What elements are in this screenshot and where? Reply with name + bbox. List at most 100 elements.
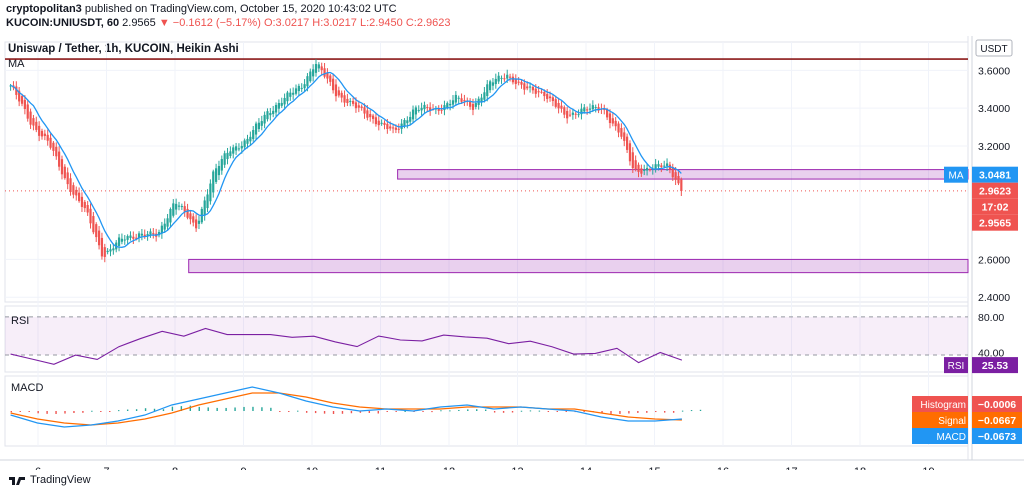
macd-hist-bar <box>440 410 442 412</box>
candle-body <box>603 109 606 111</box>
candle-body <box>272 110 275 115</box>
candle-body <box>197 220 201 224</box>
candle-body <box>394 127 398 130</box>
candle-body <box>494 78 497 85</box>
candle-body <box>120 238 124 242</box>
candle-body <box>306 76 309 87</box>
candle-body <box>72 185 75 195</box>
macd-tag-signal: Signal <box>938 416 966 427</box>
macd-hist-bar <box>189 405 192 411</box>
macd-hist-bar <box>484 409 487 411</box>
macd-hist-bar <box>699 409 702 411</box>
candle-body <box>548 96 552 99</box>
macd-hist-bar <box>252 406 254 411</box>
candle-body <box>220 159 223 171</box>
candle-body <box>58 151 61 167</box>
candle-body <box>608 113 612 124</box>
close-price-label-bg <box>972 182 1018 199</box>
candle-body <box>269 112 272 116</box>
candle-body <box>660 165 663 167</box>
candle-body <box>203 200 206 216</box>
candle-body <box>677 176 680 184</box>
candle-body <box>266 111 269 120</box>
macd-hist-bar <box>583 411 585 412</box>
candle-body <box>83 201 86 209</box>
candle-body <box>180 206 183 208</box>
candle-body <box>340 92 343 98</box>
candle-body <box>263 114 266 124</box>
price-change: ▼ −0.1612 (−5.17%) <box>158 17 261 29</box>
macd-hist-bar <box>655 411 657 413</box>
candle-body <box>163 223 166 230</box>
candle-body <box>611 118 614 124</box>
candle-body <box>537 91 540 93</box>
macd-hist-bar <box>126 409 129 411</box>
x-tick-label: 17 <box>785 466 797 470</box>
candle-body <box>560 105 563 109</box>
candle-body <box>597 107 600 111</box>
candle-body <box>591 105 594 110</box>
candle-body <box>480 97 483 102</box>
ma-value-label-bg <box>972 166 1018 183</box>
candle-body <box>175 203 178 210</box>
macd-hist-bar <box>243 406 245 411</box>
candle-body <box>189 213 192 220</box>
macd-hist-bar <box>73 411 75 414</box>
candle-body <box>246 138 249 144</box>
chart-title: Uniswap / Tether, 1h, KUCOIN, Heikin Ash… <box>8 43 239 55</box>
candle-body <box>49 137 52 148</box>
candle-body <box>95 224 98 238</box>
candle-body <box>491 82 495 86</box>
macd-hist-bar <box>556 411 558 412</box>
candle-body <box>389 126 392 129</box>
macd-hist-bar <box>288 411 290 412</box>
candle-body <box>511 76 515 83</box>
chart-area[interactable]: RSI MACD 6 7 8 9 10 11 12 13 14 15 16 17 18 19 3.6000 3… <box>0 0 1024 470</box>
macd-hist-bar <box>431 411 433 413</box>
candle-body <box>520 81 523 85</box>
pane-frame-2 <box>4 375 969 447</box>
candle-body <box>645 167 649 171</box>
macd-hist-bar <box>610 411 612 414</box>
macd-hist-bar <box>19 411 21 412</box>
candle-body <box>86 205 89 213</box>
candle-body <box>332 78 335 91</box>
candle-body <box>249 136 252 142</box>
candle-body <box>309 71 312 82</box>
candle-body <box>460 98 463 102</box>
candle-body <box>112 248 115 251</box>
x-tick-label: 10 <box>306 466 318 470</box>
macd-hist-bar <box>449 410 451 412</box>
candle-body <box>326 72 329 79</box>
candle-body <box>508 76 512 78</box>
macd-hist-bar <box>646 411 648 413</box>
macd-hist-bar <box>91 410 93 412</box>
candle-body <box>483 92 486 100</box>
tradingview-footer[interactable]: TradingView <box>8 474 91 486</box>
candle-body <box>32 118 35 126</box>
macd-hist-bar <box>162 409 165 411</box>
macd-hist-bar <box>10 411 12 413</box>
candle-body <box>357 105 360 108</box>
candle-body <box>20 96 24 104</box>
candle-body <box>337 90 340 96</box>
macd-hist-bar <box>234 407 236 411</box>
candle-body <box>500 77 503 79</box>
candle-body <box>469 101 472 107</box>
candle-body <box>29 111 32 125</box>
candle-body <box>343 95 346 103</box>
ma-legend[interactable]: MA <box>8 58 25 70</box>
x-tick-label: 7 <box>103 466 109 470</box>
candle-body <box>654 164 657 170</box>
macd-hist-bar <box>171 406 174 411</box>
macd-hist-bar <box>538 410 541 412</box>
candle-body <box>406 120 409 124</box>
candle-body <box>349 100 352 102</box>
candle-body <box>657 164 660 167</box>
candle-body <box>69 178 72 192</box>
currency-badge-label: USDT <box>980 44 1007 55</box>
candle-body <box>226 152 229 160</box>
candle-body <box>440 109 443 111</box>
ma-tag: MA <box>949 171 964 182</box>
author[interactable]: cryptopolitan3 <box>6 3 82 15</box>
